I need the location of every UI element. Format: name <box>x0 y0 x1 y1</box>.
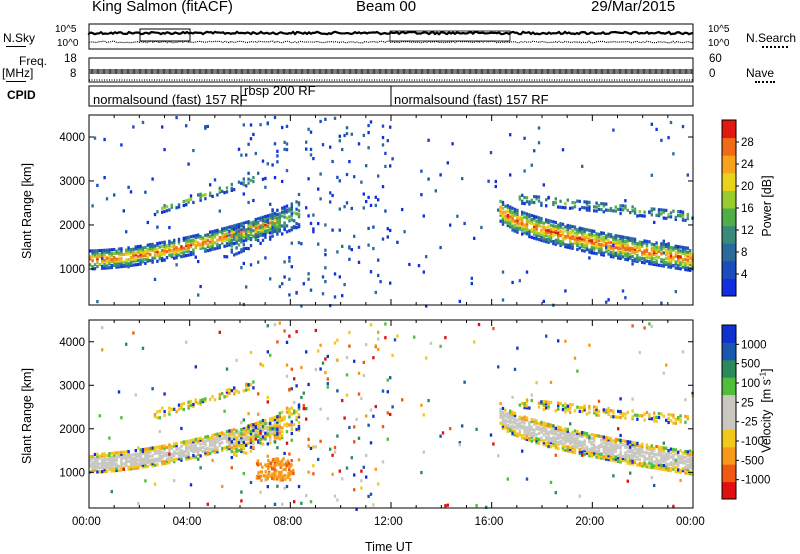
colorbar-swatch <box>722 208 736 227</box>
colorbar-tick-label: 12 <box>741 225 754 237</box>
nsearch-legend-line <box>762 46 788 48</box>
y-tick-label: 2000 <box>59 424 85 436</box>
y-tick-label: 3000 <box>59 176 85 188</box>
x-tick-label: 00:00 <box>676 516 705 528</box>
velocity-colorbar-unit-exp: -1 <box>758 371 768 380</box>
colorbar-swatch <box>722 446 736 465</box>
y-tick-label: 4000 <box>59 132 85 144</box>
nsky-legend-line <box>6 46 26 47</box>
colorbar-swatch <box>722 412 736 430</box>
nsearch-tick-bottom: 10^0 <box>708 38 730 49</box>
x-tick-label: 08:00 <box>273 516 303 528</box>
colorbar-swatch <box>722 464 736 483</box>
power-heatmap <box>88 114 694 308</box>
nave-label: Nave <box>746 66 775 80</box>
colorbar-swatch <box>722 481 736 500</box>
colorbar-tick-label: -25 <box>741 417 758 429</box>
colorbar-swatch <box>722 394 736 413</box>
freq-unit: [MHz] <box>2 66 34 80</box>
axes-layer: 1000 2000 3000 4000 1000 2000 3000 4000 28 24 20 16… <box>59 115 770 508</box>
colorbar-swatch <box>722 429 736 448</box>
freq-tick-bottom: 8 <box>70 68 77 80</box>
velocity-heatmap <box>88 319 694 511</box>
velocity-colorbar-unit-close: ] <box>759 368 774 372</box>
top-panels <box>87 23 694 107</box>
colorbar-swatch <box>722 172 736 191</box>
freq-panel <box>88 57 694 83</box>
y-tick-label: 4000 <box>59 337 85 349</box>
colorbar-tick-label: 1000 <box>741 339 767 351</box>
beam-title: Beam 00 <box>356 0 417 15</box>
nave-tick-bottom: 0 <box>709 68 716 80</box>
freq-tick-top: 18 <box>64 53 77 65</box>
colorbar-swatch <box>722 225 736 244</box>
colorbar-tick-label: 20 <box>741 181 754 193</box>
colorbar-swatch <box>722 137 736 156</box>
colorbar-tick-label: 16 <box>741 203 754 215</box>
x-tick-label: 00:00 <box>72 516 101 528</box>
colorbar-tick-label: 24 <box>741 159 754 171</box>
station-title: King Salmon (fitACF) <box>92 0 233 15</box>
nsky-tick-top: 10^5 <box>55 24 77 35</box>
colorbar-tick-label: 8 <box>741 247 747 259</box>
colorbar-tick-label: 100 <box>741 378 760 390</box>
date-title: 29/Mar/2015 <box>591 0 676 15</box>
y-tick-label: 2000 <box>59 220 85 232</box>
cpid-segment-1: normalsound (fast) 157 RF <box>93 92 248 107</box>
freq-legend-line <box>6 81 26 82</box>
y-tick-label: 1000 <box>59 467 85 479</box>
colorbar-tick-label: -100 <box>741 436 764 448</box>
y-tick-label: 3000 <box>59 380 85 392</box>
colorbar-swatch <box>722 243 736 262</box>
colorbar-tick-label: 500 <box>741 359 760 371</box>
colorbar-swatch <box>722 359 736 378</box>
nave-tick-top: 60 <box>709 53 722 65</box>
x-tick-label: 16:00 <box>474 516 504 528</box>
cpid-segment-2: rbsp 200 RF <box>244 83 316 98</box>
freq-label: Freq. <box>19 54 48 68</box>
x-tick-label: 20:00 <box>575 516 605 528</box>
nsky-panel <box>87 23 694 50</box>
power-colorbar-label: Power [dB] <box>760 175 774 237</box>
cpid-segment-3: normalsound (fast) 157 RF <box>394 92 549 107</box>
colorbar-swatch <box>722 190 736 209</box>
x-axis-title: Time UT <box>365 540 413 554</box>
colorbar-swatch <box>722 377 736 396</box>
power-ylabel: Slant Range [km] <box>20 163 34 259</box>
colorbar-swatch <box>722 278 736 297</box>
nsky-tick-bottom: 10^0 <box>57 38 79 49</box>
x-tick-label: 04:00 <box>172 516 202 528</box>
y-tick-label: 1000 <box>59 264 85 276</box>
velocity-colorbar-label: Velocity [m s-1] <box>758 346 773 476</box>
colorbar-tick-label: 25 <box>741 397 754 409</box>
velocity-ylabel: Slant Range [km] <box>20 368 34 464</box>
colorbar-swatch <box>722 325 736 343</box>
colorbar-swatch <box>722 260 736 279</box>
nsky-label: N.Sky <box>3 31 36 45</box>
nave-legend-line <box>755 81 775 83</box>
velocity-colorbar-unit: [m s <box>759 379 774 403</box>
colorbar-tick-label: -500 <box>741 455 764 467</box>
nsearch-label: N.Search <box>746 31 797 45</box>
colorbar-tick-label: 28 <box>741 137 754 149</box>
colorbar-tick-label: 4 <box>741 269 748 281</box>
colorbar-swatch <box>722 155 736 174</box>
colorbar-swatch <box>722 342 736 361</box>
colorbar-swatch <box>722 120 736 139</box>
cpid-label: CPID <box>7 88 36 102</box>
cpid-panel <box>88 85 694 107</box>
velocity-colorbar-name: Velocity <box>759 409 774 453</box>
nsearch-tick-top: 10^5 <box>708 24 730 35</box>
colorbar-tick-label: -1000 <box>741 475 770 487</box>
x-tick-label: 12:00 <box>374 516 403 528</box>
